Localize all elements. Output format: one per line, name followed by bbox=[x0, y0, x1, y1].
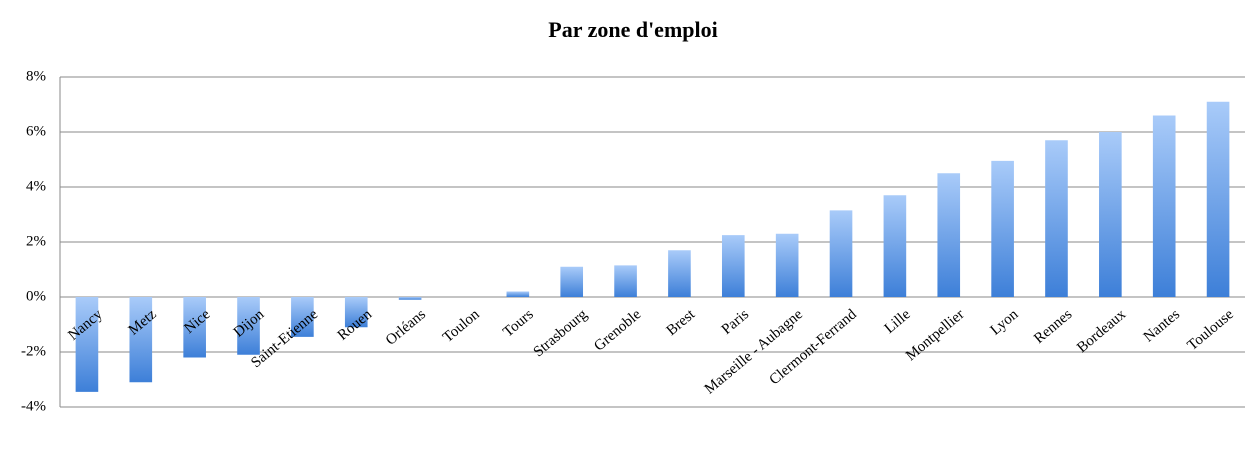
x-tick-label: Orléans bbox=[383, 306, 429, 348]
bar bbox=[1045, 140, 1068, 297]
x-tick-label: Lyon bbox=[987, 306, 1021, 338]
bar bbox=[668, 250, 691, 297]
y-tick-label: 6% bbox=[26, 123, 46, 139]
x-tick-label: Toulouse bbox=[1185, 306, 1238, 354]
bar bbox=[129, 297, 153, 383]
bar bbox=[75, 297, 99, 392]
bar bbox=[237, 297, 260, 355]
y-tick-label: -2% bbox=[21, 343, 46, 359]
x-tick-label: Toulon bbox=[440, 306, 483, 346]
bar bbox=[829, 210, 853, 297]
x-tick-label: Lille bbox=[882, 306, 914, 337]
bar bbox=[344, 297, 368, 328]
x-tick-label: Brest bbox=[664, 306, 699, 339]
bar bbox=[1206, 101, 1230, 297]
bar bbox=[991, 160, 1014, 297]
x-tick-label: Grenoble bbox=[591, 306, 644, 354]
x-tick-label: Tours bbox=[500, 306, 536, 340]
bar bbox=[398, 297, 422, 300]
bar bbox=[183, 297, 206, 358]
y-tick-label: 0% bbox=[26, 288, 46, 304]
bar bbox=[291, 297, 314, 337]
bar bbox=[1099, 132, 1122, 297]
x-tick-label: Rennes bbox=[1031, 306, 1075, 347]
x-tick-label: Nantes bbox=[1141, 306, 1183, 345]
bar bbox=[883, 195, 907, 297]
bar bbox=[937, 173, 961, 297]
bar bbox=[560, 266, 584, 297]
x-tick-label: Paris bbox=[719, 306, 752, 338]
y-tick-label: -4% bbox=[21, 398, 46, 414]
chart-title: Par zone d'emploi bbox=[548, 17, 717, 42]
x-tick-label: Bordeaux bbox=[1074, 306, 1129, 356]
bar bbox=[614, 265, 637, 297]
bar bbox=[506, 291, 530, 297]
y-tick-label: 4% bbox=[26, 178, 46, 194]
bar bbox=[1152, 115, 1176, 297]
bar bbox=[775, 233, 799, 297]
x-tick-label: Montpellier bbox=[903, 306, 968, 364]
y-tick-label: 2% bbox=[26, 233, 46, 249]
y-tick-label: 8% bbox=[26, 68, 46, 84]
bar bbox=[721, 235, 745, 297]
